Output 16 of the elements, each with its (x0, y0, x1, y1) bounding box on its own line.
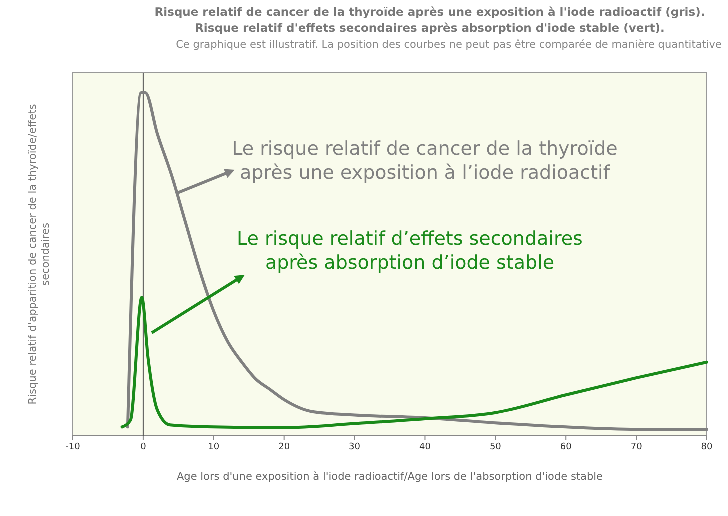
y-axis-title: Risque relatif d'apparition de cancer de la thyroïde/effets secondaires (27, 104, 52, 405)
x-tick-label: 20 (278, 442, 290, 452)
x-tick-label: 80 (701, 442, 713, 452)
x-tick-label: -10 (66, 442, 81, 452)
x-tick-label: 50 (490, 442, 502, 452)
x-tick-label: 60 (560, 442, 572, 452)
x-tick-label: 70 (630, 442, 643, 452)
chart-title: Risque relatif de cancer de la thyroïde après une exposition à l'iode radioactif (gris). Risque relatif d'effets secondaires après absorption d'iode stable (vert). (154, 5, 706, 35)
x-tick-label: 40 (419, 442, 432, 452)
x-tick-label: 0 (140, 442, 147, 452)
annotation: Le risque relatif de cancer de la thyroïde après une exposition à l’iode radioactif (232, 138, 618, 184)
x-axis-title: Age lors d'une exposition à l'iode radioactif/Age lors de l'absorption d'iode stable (176, 471, 604, 483)
x-tick-label: 10 (208, 442, 220, 452)
annotation: Le risque relatif d’effets secondaires après absorption d’iode stable (237, 228, 583, 274)
chart-subtitle: Ce graphique est illustratif. La position des courbes ne peut pas être comparée de manière quantitative (176, 39, 722, 51)
x-tick-label: 30 (349, 442, 361, 452)
